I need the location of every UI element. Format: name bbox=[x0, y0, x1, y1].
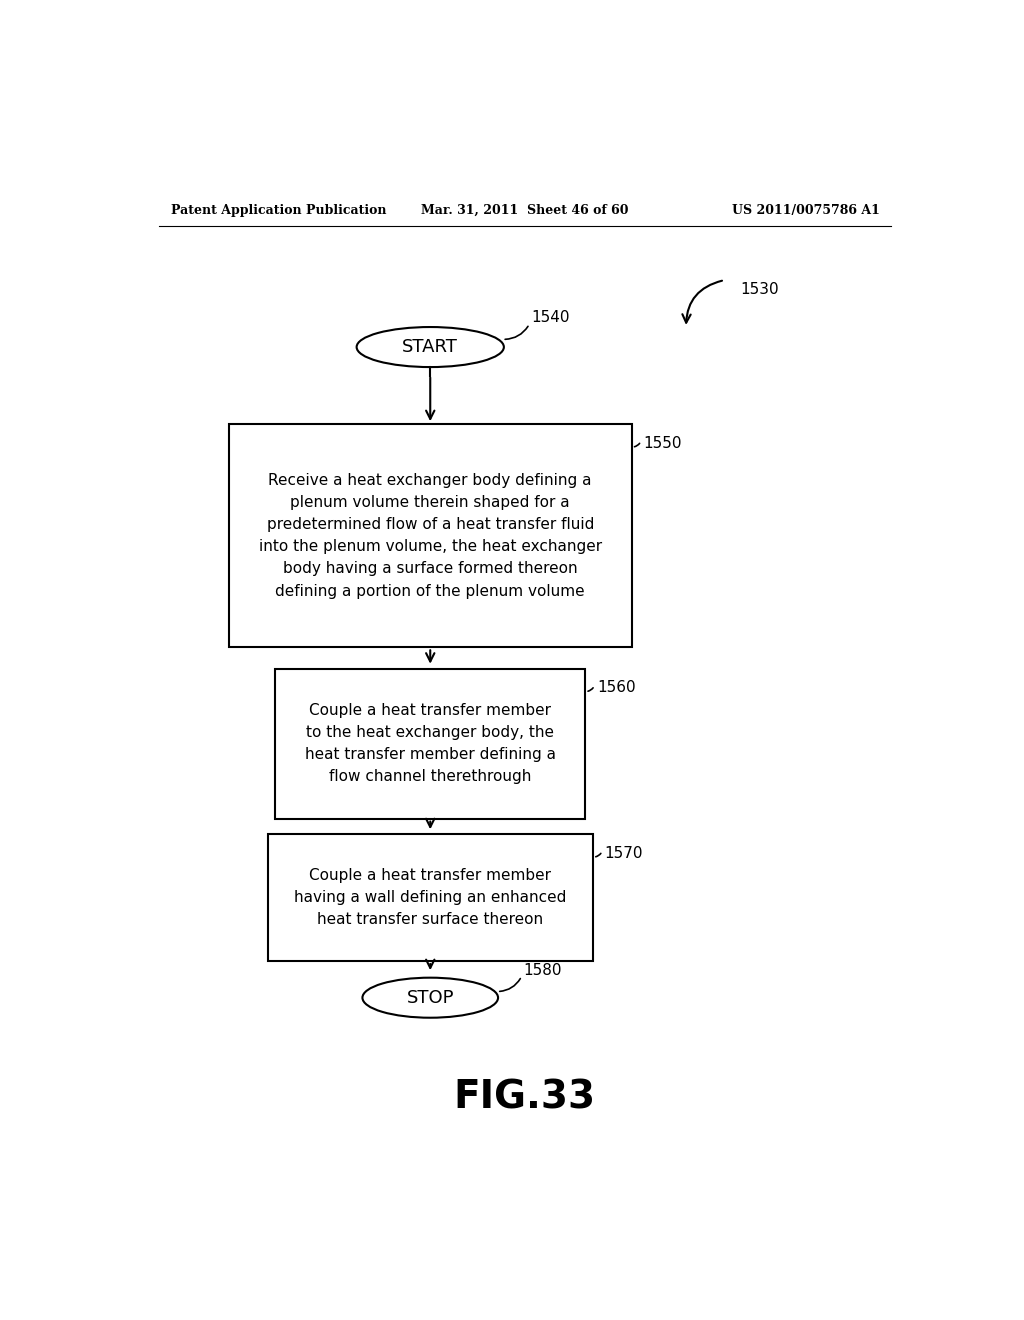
Ellipse shape bbox=[362, 978, 498, 1018]
FancyBboxPatch shape bbox=[267, 834, 593, 961]
Text: STOP: STOP bbox=[407, 989, 454, 1007]
FancyBboxPatch shape bbox=[275, 668, 586, 818]
Text: 1540: 1540 bbox=[531, 310, 569, 325]
Text: Patent Application Publication: Patent Application Publication bbox=[171, 205, 386, 218]
Text: Mar. 31, 2011  Sheet 46 of 60: Mar. 31, 2011 Sheet 46 of 60 bbox=[421, 205, 629, 218]
Text: 1550: 1550 bbox=[643, 436, 682, 451]
Text: Receive a heat exchanger body defining a
plenum volume therein shaped for a
pred: Receive a heat exchanger body defining a… bbox=[259, 473, 602, 599]
Text: Couple a heat transfer member
to the heat exchanger body, the
heat transfer memb: Couple a heat transfer member to the hea… bbox=[305, 702, 556, 784]
Text: US 2011/0075786 A1: US 2011/0075786 A1 bbox=[732, 205, 880, 218]
Text: Couple a heat transfer member
having a wall defining an enhanced
heat transfer s: Couple a heat transfer member having a w… bbox=[294, 869, 566, 927]
Text: 1530: 1530 bbox=[740, 281, 779, 297]
Ellipse shape bbox=[356, 327, 504, 367]
Text: 1570: 1570 bbox=[604, 846, 643, 861]
Text: 1580: 1580 bbox=[523, 964, 562, 978]
Text: START: START bbox=[402, 338, 458, 356]
FancyBboxPatch shape bbox=[228, 424, 632, 647]
Text: 1560: 1560 bbox=[597, 680, 636, 696]
Text: FIG.33: FIG.33 bbox=[454, 1078, 596, 1117]
